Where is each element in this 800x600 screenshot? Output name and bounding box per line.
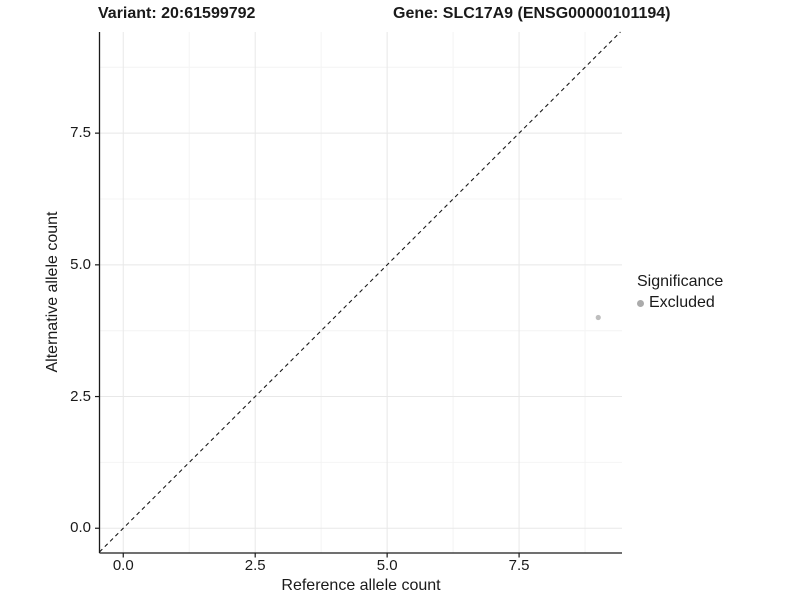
y-tick-label: 5.0 xyxy=(70,255,91,273)
y-tick-label: 2.5 xyxy=(70,387,91,405)
x-tick-label: 0.0 xyxy=(112,557,134,574)
x-axis-title: Reference allele count xyxy=(281,577,441,594)
y-tick-label: 0.0 xyxy=(70,519,91,537)
legend: Significance Excluded xyxy=(637,272,723,313)
identity-line xyxy=(99,31,621,553)
plot-title-gene: Gene: SLC17A9 (ENSG00000101194) xyxy=(393,5,671,22)
x-tick-label: 2.5 xyxy=(244,557,266,574)
x-tick-label: 7.5 xyxy=(508,557,530,574)
y-axis-title: Alternative allele count xyxy=(44,211,61,373)
data-point xyxy=(595,314,601,321)
x-tick-label: 5.0 xyxy=(376,557,398,574)
y-tick-label: 7.5 xyxy=(70,124,91,142)
legend-item-label: Excluded xyxy=(649,294,715,311)
legend-title: Significance xyxy=(637,273,724,290)
legend-key-dot-icon xyxy=(637,299,644,307)
legend-item-excluded: Excluded xyxy=(637,293,723,313)
plot-title-variant: Variant: 20:61599792 xyxy=(98,5,256,22)
